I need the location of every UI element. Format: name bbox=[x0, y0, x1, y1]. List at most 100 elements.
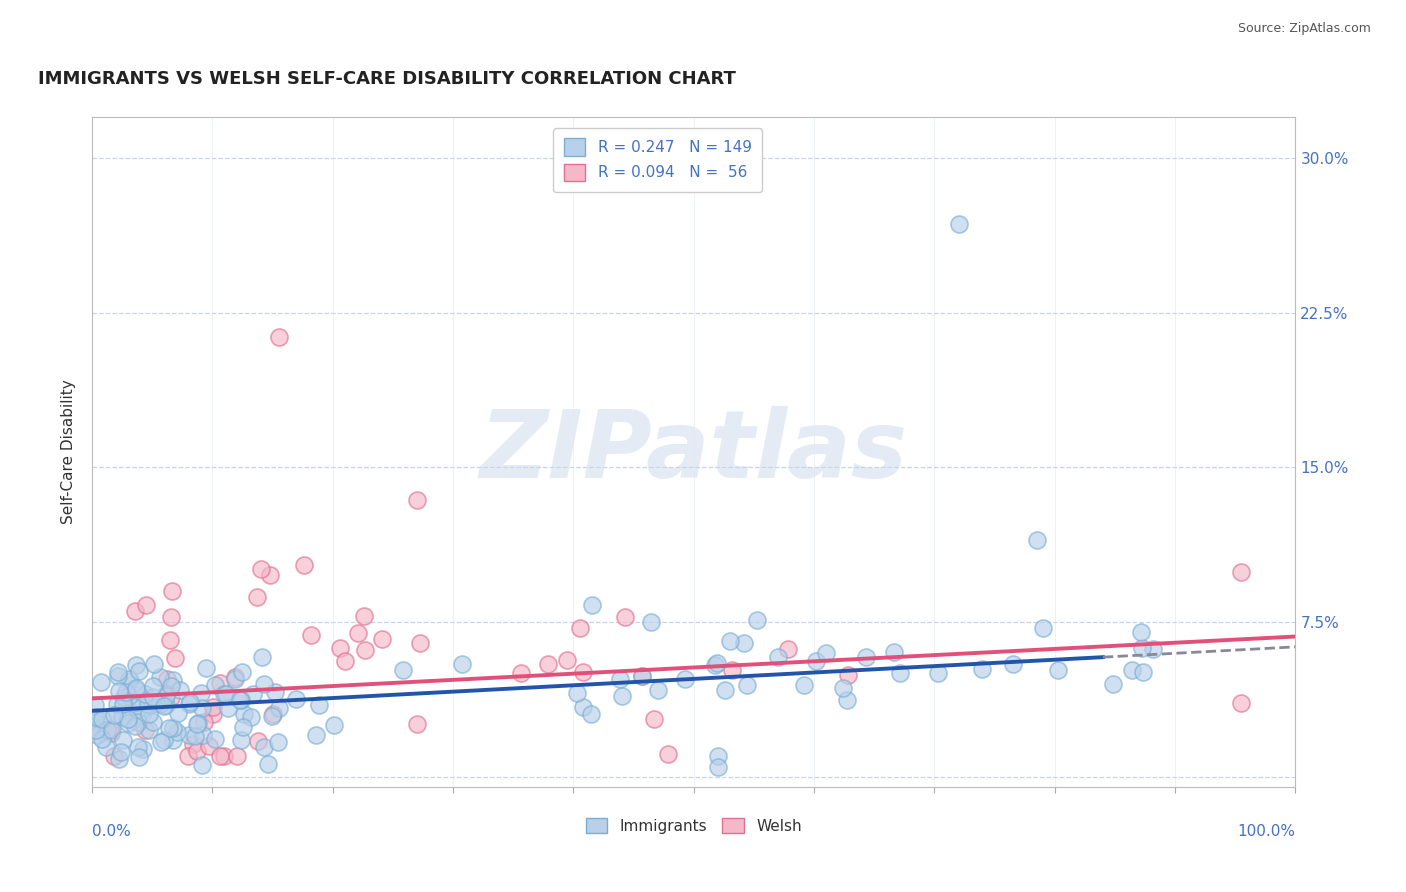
Point bbox=[155, 672, 177, 686]
Point bbox=[267, 701, 290, 715]
Point bbox=[112, 690, 135, 705]
Y-axis label: Self-Care Disability: Self-Care Disability bbox=[62, 379, 76, 524]
Point bbox=[103, 707, 125, 722]
Point bbox=[124, 683, 146, 698]
Point bbox=[84, 723, 107, 738]
Point bbox=[191, 757, 214, 772]
Point bbox=[1132, 665, 1154, 680]
Point bbox=[125, 681, 148, 695]
Point bbox=[159, 633, 181, 648]
Point bbox=[125, 695, 148, 709]
Point bbox=[735, 678, 758, 692]
Point bbox=[136, 697, 159, 711]
Point bbox=[259, 568, 281, 582]
Point bbox=[778, 642, 800, 657]
Point bbox=[370, 632, 392, 646]
Point bbox=[718, 634, 741, 648]
Point bbox=[90, 732, 112, 747]
Point bbox=[706, 657, 728, 671]
Point bbox=[187, 716, 209, 731]
Point bbox=[143, 657, 166, 671]
Point bbox=[117, 715, 139, 730]
Point bbox=[267, 330, 290, 344]
Point bbox=[186, 717, 208, 731]
Text: 0.0%: 0.0% bbox=[93, 824, 131, 839]
Point bbox=[115, 685, 138, 699]
Point bbox=[132, 742, 155, 756]
Point bbox=[160, 679, 183, 693]
Point bbox=[815, 646, 838, 660]
Point bbox=[100, 726, 122, 740]
Point bbox=[260, 708, 283, 723]
Point bbox=[138, 698, 160, 712]
Point bbox=[643, 712, 665, 726]
Point bbox=[510, 666, 533, 681]
Point bbox=[142, 690, 165, 705]
Point bbox=[112, 697, 135, 711]
Point bbox=[155, 689, 177, 703]
Point bbox=[209, 675, 232, 690]
Point bbox=[107, 669, 129, 683]
Point bbox=[657, 747, 679, 761]
Point bbox=[707, 749, 730, 764]
Point bbox=[217, 701, 239, 715]
Point bbox=[1230, 696, 1253, 710]
Point bbox=[246, 590, 269, 604]
Point bbox=[103, 749, 125, 764]
Point bbox=[246, 733, 269, 747]
Point bbox=[631, 669, 654, 683]
Point bbox=[96, 723, 118, 737]
Point bbox=[84, 712, 107, 726]
Point bbox=[195, 661, 218, 675]
Point bbox=[806, 654, 828, 668]
Point bbox=[149, 698, 172, 712]
Point bbox=[214, 749, 236, 764]
Point bbox=[160, 690, 183, 705]
Point bbox=[145, 696, 167, 710]
Point bbox=[101, 723, 124, 738]
Point bbox=[927, 665, 949, 680]
Point bbox=[91, 712, 114, 726]
Point bbox=[568, 621, 591, 635]
Point bbox=[329, 641, 352, 656]
Point bbox=[555, 653, 578, 667]
Point bbox=[253, 739, 276, 754]
Point bbox=[96, 739, 118, 754]
Point bbox=[90, 675, 112, 690]
Point bbox=[162, 673, 184, 688]
Point bbox=[149, 735, 172, 749]
Text: 100.0%: 100.0% bbox=[1237, 824, 1295, 839]
Point bbox=[242, 687, 264, 701]
Point bbox=[1230, 565, 1253, 579]
Point bbox=[299, 628, 322, 642]
Point bbox=[240, 710, 263, 724]
Point bbox=[631, 669, 654, 683]
Point bbox=[267, 735, 290, 749]
Point bbox=[142, 714, 165, 729]
Point bbox=[304, 728, 326, 742]
Point bbox=[107, 752, 129, 766]
Point bbox=[181, 737, 204, 751]
Point bbox=[204, 678, 226, 692]
Point bbox=[204, 731, 226, 746]
Point bbox=[231, 665, 253, 680]
Point bbox=[193, 715, 215, 730]
Point bbox=[837, 668, 859, 682]
Point bbox=[125, 657, 148, 672]
Point bbox=[169, 683, 191, 698]
Point bbox=[212, 687, 235, 701]
Point bbox=[165, 651, 187, 665]
Point bbox=[581, 598, 603, 612]
Point bbox=[572, 700, 595, 714]
Point bbox=[166, 724, 188, 739]
Point bbox=[1142, 641, 1164, 656]
Point bbox=[107, 665, 129, 679]
Point bbox=[392, 664, 415, 678]
Point bbox=[353, 608, 375, 623]
Point bbox=[224, 672, 246, 686]
Point bbox=[186, 744, 208, 758]
Point bbox=[883, 645, 905, 659]
Point bbox=[322, 718, 344, 732]
Point bbox=[1046, 664, 1069, 678]
Point bbox=[855, 650, 877, 665]
